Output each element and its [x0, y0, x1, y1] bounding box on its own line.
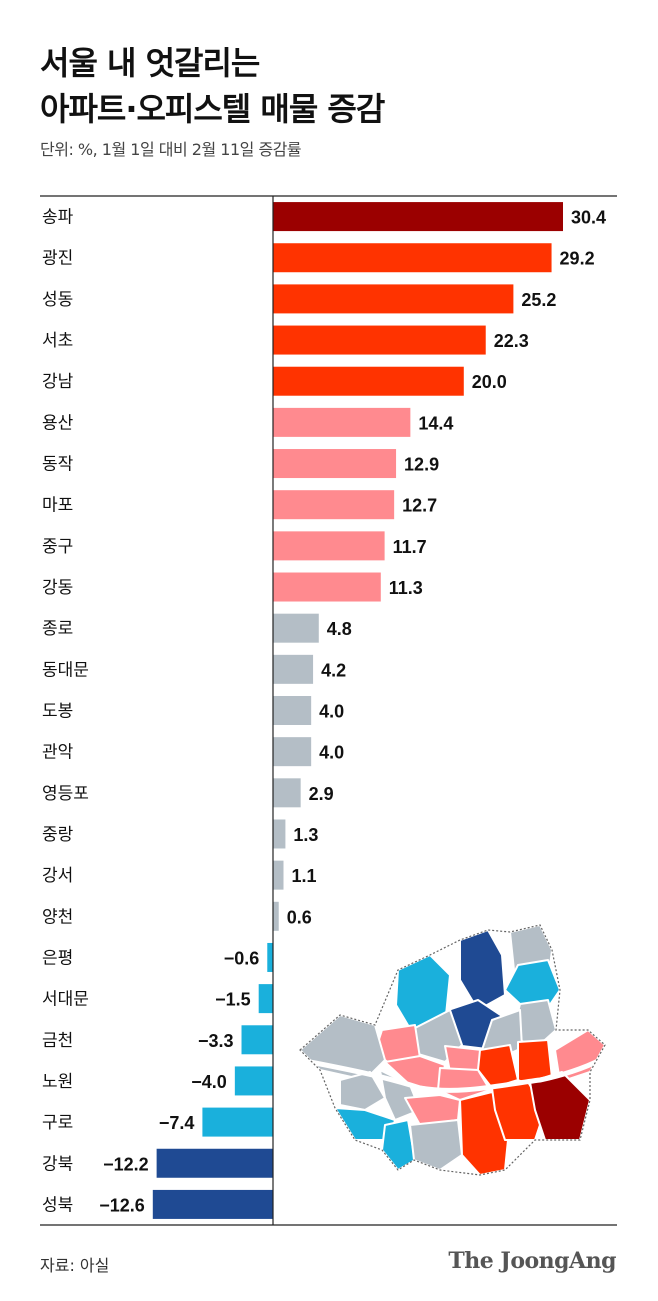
value-label: 4.8	[327, 619, 352, 639]
category-label: 강동	[42, 578, 73, 598]
value-label: 11.7	[393, 537, 427, 557]
category-label: 서초	[42, 331, 73, 351]
value-label: 11.3	[389, 578, 423, 598]
bar-3	[273, 284, 514, 314]
bar-15	[273, 778, 301, 808]
bar-9	[273, 531, 385, 561]
value-label: −4.0	[191, 1072, 227, 1092]
bar-10	[273, 572, 381, 602]
bar-11	[273, 613, 319, 643]
value-label: 4.0	[319, 702, 344, 722]
bar-1	[273, 202, 563, 232]
value-label: −7.4	[159, 1113, 195, 1133]
value-label: 25.2	[521, 290, 556, 310]
category-label: 강서	[42, 866, 73, 886]
category-label: 성북	[42, 1195, 73, 1215]
value-label: 29.2	[560, 249, 595, 269]
value-label: 1.1	[291, 866, 316, 886]
category-label: 강북	[42, 1154, 73, 1174]
category-label: 중구	[42, 537, 73, 557]
value-label: 12.7	[402, 496, 437, 516]
value-label: 20.0	[472, 372, 507, 392]
category-label: 송파	[42, 208, 74, 228]
category-label: 도봉	[42, 702, 73, 722]
category-label: 금천	[42, 1031, 73, 1051]
category-label: 마포	[42, 496, 73, 516]
value-label: 22.3	[494, 331, 529, 351]
category-label: 영등포	[42, 784, 89, 804]
bar-6	[273, 407, 411, 437]
value-label: 1.3	[293, 825, 318, 845]
category-label: 강남	[42, 372, 74, 392]
value-label: −0.6	[224, 948, 260, 968]
title-line-2: 아파트·오피스텔 매물 증감	[40, 90, 385, 128]
bar-20	[258, 984, 273, 1014]
value-label: 2.9	[309, 784, 334, 804]
page-title: 서울 내 엇갈리는 아파트·오피스텔 매물 증감	[40, 40, 385, 132]
bar-24	[156, 1148, 273, 1178]
publisher-logo: The JoongAng	[448, 1248, 616, 1274]
bar-4	[273, 325, 486, 355]
category-label: 동작	[42, 455, 74, 475]
category-label: 양천	[42, 907, 73, 927]
bar-14	[273, 737, 312, 767]
bar-23	[202, 1107, 273, 1137]
bar-18	[273, 901, 279, 931]
subtitle: 단위: %, 1월 1일 대비 2월 11일 증감률	[40, 140, 302, 159]
category-label: 은평	[42, 948, 73, 968]
value-label: 0.6	[287, 907, 312, 927]
category-label: 성동	[42, 290, 73, 310]
category-label: 구로	[42, 1113, 73, 1133]
category-label: 관악	[42, 743, 74, 763]
value-label: −12.2	[103, 1154, 149, 1174]
value-label: 14.4	[418, 413, 453, 433]
bar-7	[273, 449, 397, 479]
category-label: 광진	[42, 249, 73, 269]
bar-2	[273, 243, 552, 273]
value-label: 4.0	[319, 743, 344, 763]
bar-17	[273, 860, 284, 890]
value-label: 12.9	[404, 455, 439, 475]
value-label: 4.2	[321, 660, 346, 680]
value-label: −1.5	[215, 990, 251, 1010]
value-label: 30.4	[571, 208, 606, 228]
category-label: 노원	[42, 1072, 73, 1092]
bar-19	[267, 942, 273, 972]
bar-25	[152, 1189, 273, 1219]
category-label: 종로	[42, 619, 73, 639]
source-note: 자료: 아실	[40, 1256, 110, 1275]
category-label: 서대문	[42, 990, 89, 1010]
title-line-1: 서울 내 엇갈리는	[40, 44, 260, 82]
category-label: 중랑	[42, 825, 74, 845]
bar-21	[241, 1025, 273, 1055]
bar-5	[273, 366, 464, 396]
bar-12	[273, 654, 314, 684]
category-label: 용산	[42, 413, 74, 433]
bar-22	[234, 1066, 273, 1096]
value-label: −12.6	[99, 1195, 145, 1215]
category-label: 동대문	[42, 660, 89, 680]
bar-16	[273, 819, 286, 849]
bar-13	[273, 696, 312, 725]
bar-8	[273, 490, 395, 520]
value-label: −3.3	[198, 1031, 234, 1051]
